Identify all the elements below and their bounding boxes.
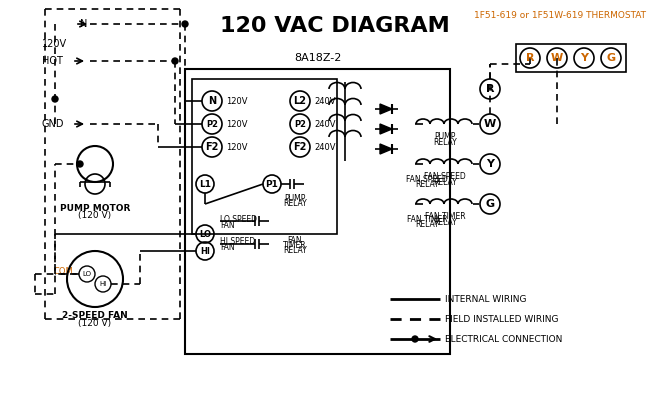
Text: PUMP: PUMP — [284, 194, 306, 203]
Text: PUMP MOTOR: PUMP MOTOR — [60, 204, 130, 213]
Text: P2: P2 — [206, 119, 218, 129]
Text: 120V: 120V — [226, 142, 247, 152]
Polygon shape — [380, 124, 392, 134]
Text: 120V: 120V — [226, 119, 247, 129]
Text: L1: L1 — [199, 179, 211, 189]
Text: F2: F2 — [205, 142, 218, 152]
Text: FAN: FAN — [220, 220, 234, 230]
Text: FAN TIMER: FAN TIMER — [407, 215, 448, 224]
Text: ELECTRICAL CONNECTION: ELECTRICAL CONNECTION — [445, 334, 562, 344]
Text: 120V: 120V — [226, 96, 247, 106]
Text: LO SPEED: LO SPEED — [220, 215, 257, 223]
Text: P1: P1 — [265, 179, 279, 189]
Text: G: G — [606, 53, 616, 63]
Text: GND: GND — [42, 119, 64, 129]
Text: Y: Y — [486, 159, 494, 169]
Text: (120 V): (120 V) — [78, 211, 112, 220]
Text: FIELD INSTALLED WIRING: FIELD INSTALLED WIRING — [445, 315, 559, 323]
Text: HOT: HOT — [42, 56, 63, 66]
Text: LO: LO — [199, 230, 211, 238]
Text: W: W — [551, 53, 563, 63]
Text: 8A18Z-2: 8A18Z-2 — [294, 53, 341, 63]
Text: RELAY: RELAY — [415, 180, 439, 189]
Polygon shape — [380, 104, 392, 114]
Circle shape — [172, 58, 178, 64]
Text: FAN SPEED: FAN SPEED — [406, 175, 448, 184]
Text: PUMP: PUMP — [434, 132, 456, 141]
Text: 120 VAC DIAGRAM: 120 VAC DIAGRAM — [220, 16, 450, 36]
Text: INTERNAL WIRING: INTERNAL WIRING — [445, 295, 527, 303]
Circle shape — [182, 21, 188, 27]
Circle shape — [77, 161, 83, 167]
Text: N: N — [208, 96, 216, 106]
Text: TIMER: TIMER — [283, 241, 307, 250]
Text: HI: HI — [99, 281, 107, 287]
Text: RELAY: RELAY — [433, 178, 457, 187]
Text: LO: LO — [82, 271, 92, 277]
Text: Y: Y — [580, 53, 588, 63]
Text: 240V: 240V — [314, 96, 336, 106]
Text: 120V: 120V — [42, 39, 67, 49]
Text: COM: COM — [53, 266, 73, 276]
Text: G: G — [486, 199, 494, 209]
Circle shape — [52, 96, 58, 102]
Text: L2: L2 — [293, 96, 306, 106]
Text: N: N — [80, 19, 87, 29]
Text: HI: HI — [200, 246, 210, 256]
Text: P2: P2 — [294, 119, 306, 129]
Text: R: R — [486, 84, 494, 94]
Text: 2-SPEED FAN: 2-SPEED FAN — [62, 311, 128, 320]
Text: FAN: FAN — [287, 236, 302, 245]
Text: FAN TIMER: FAN TIMER — [425, 212, 465, 221]
Text: 1F51-619 or 1F51W-619 THERMOSTAT: 1F51-619 or 1F51W-619 THERMOSTAT — [474, 11, 646, 20]
Text: R: R — [526, 53, 534, 63]
Text: HI SPEED: HI SPEED — [220, 236, 255, 246]
Text: F2: F2 — [293, 142, 307, 152]
Text: FAN SPEED: FAN SPEED — [424, 172, 466, 181]
Text: RELAY: RELAY — [415, 220, 439, 229]
Text: RELAY: RELAY — [433, 218, 457, 227]
Circle shape — [412, 336, 418, 342]
Text: 240V: 240V — [314, 142, 336, 152]
Text: FAN: FAN — [220, 243, 234, 251]
Text: RELAY: RELAY — [283, 199, 307, 208]
Text: 240V: 240V — [314, 119, 336, 129]
Text: W: W — [484, 119, 496, 129]
Polygon shape — [380, 144, 392, 154]
Text: RELAY: RELAY — [283, 246, 307, 255]
Text: (120 V): (120 V) — [78, 319, 112, 328]
Text: RELAY: RELAY — [433, 138, 457, 147]
